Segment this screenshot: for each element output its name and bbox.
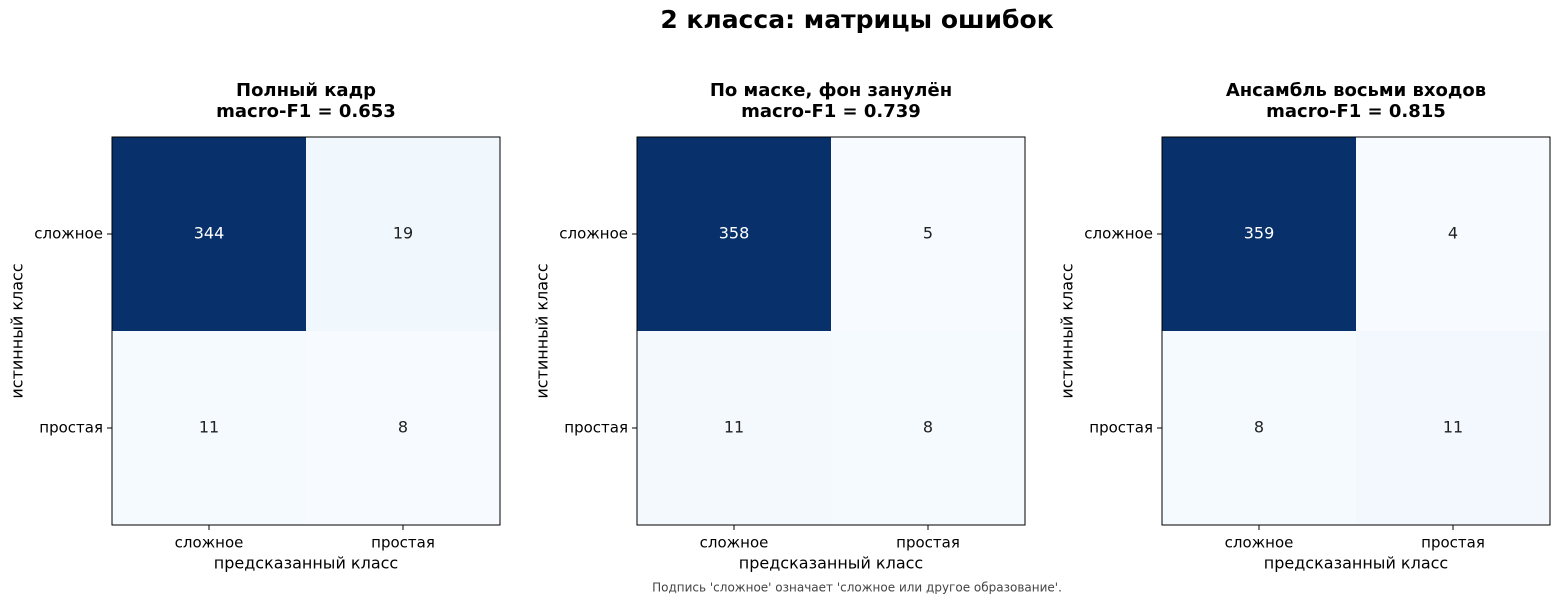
cell-label: 8 xyxy=(923,418,933,437)
x-tick-label: сложное xyxy=(700,534,769,552)
chart-subtitle: macro-F1 = 0.739 xyxy=(741,101,921,122)
cell-label: 344 xyxy=(194,224,225,243)
y-tick-label: простая xyxy=(1089,419,1153,437)
axes-frame xyxy=(636,136,1026,526)
axes-frame xyxy=(1161,136,1551,526)
y-tick-label: сложное xyxy=(1084,225,1153,243)
chart-title: По маске, фон занулён xyxy=(710,80,952,101)
heatmap-cell xyxy=(637,331,831,525)
heatmap-cell xyxy=(831,137,1025,331)
x-tick-label: сложное xyxy=(175,534,244,552)
y-tick-label: сложное xyxy=(34,225,103,243)
y-axis-label: истинный класс xyxy=(1058,263,1077,398)
heatmap-cell xyxy=(831,331,1025,525)
heatmap-cell xyxy=(306,137,500,331)
x-axis-label: предсказанный класс xyxy=(214,554,398,573)
heatmap-cell xyxy=(112,331,306,525)
cell-label: 11 xyxy=(199,418,219,437)
x-axis-label: предсказанный класс xyxy=(739,554,923,573)
chart-title: Полный кадр xyxy=(236,80,376,101)
heatmap-cell xyxy=(1162,331,1356,525)
y-axis-label: истинный класс xyxy=(533,263,552,398)
cell-label: 4 xyxy=(1448,224,1458,243)
cell-label: 8 xyxy=(1254,418,1264,437)
cell-label: 8 xyxy=(398,418,408,437)
footnote: Подпись 'сложное' означает 'сложное или … xyxy=(652,581,1062,595)
heatmap-cell xyxy=(306,331,500,525)
chart-title: Ансамбль восьми входов xyxy=(1226,80,1486,101)
heatmap-cell xyxy=(637,137,831,331)
heatmap-cell xyxy=(1162,137,1356,331)
cell-label: 11 xyxy=(724,418,744,437)
heatmap-cell xyxy=(112,137,306,331)
chart-subtitle: macro-F1 = 0.653 xyxy=(216,101,396,122)
heatmap-cell xyxy=(1356,331,1550,525)
x-tick-label: сложное xyxy=(1225,534,1294,552)
cell-label: 19 xyxy=(393,224,413,243)
y-tick-label: простая xyxy=(39,419,103,437)
y-tick-label: простая xyxy=(564,419,628,437)
figure-title: 2 класса: матрицы ошибок xyxy=(660,5,1053,34)
y-axis-label: истинный класс xyxy=(8,263,27,398)
cell-label: 11 xyxy=(1443,418,1463,437)
chart-subtitle: macro-F1 = 0.815 xyxy=(1266,101,1446,122)
cell-label: 358 xyxy=(719,224,750,243)
heatmap-cell xyxy=(1356,137,1550,331)
x-tick-label: простая xyxy=(1421,534,1485,552)
cell-label: 359 xyxy=(1244,224,1275,243)
x-axis-label: предсказанный класс xyxy=(1264,554,1448,573)
axes-frame xyxy=(111,136,501,526)
cell-label: 5 xyxy=(923,224,933,243)
x-tick-label: простая xyxy=(896,534,960,552)
y-tick-label: сложное xyxy=(559,225,628,243)
x-tick-label: простая xyxy=(371,534,435,552)
